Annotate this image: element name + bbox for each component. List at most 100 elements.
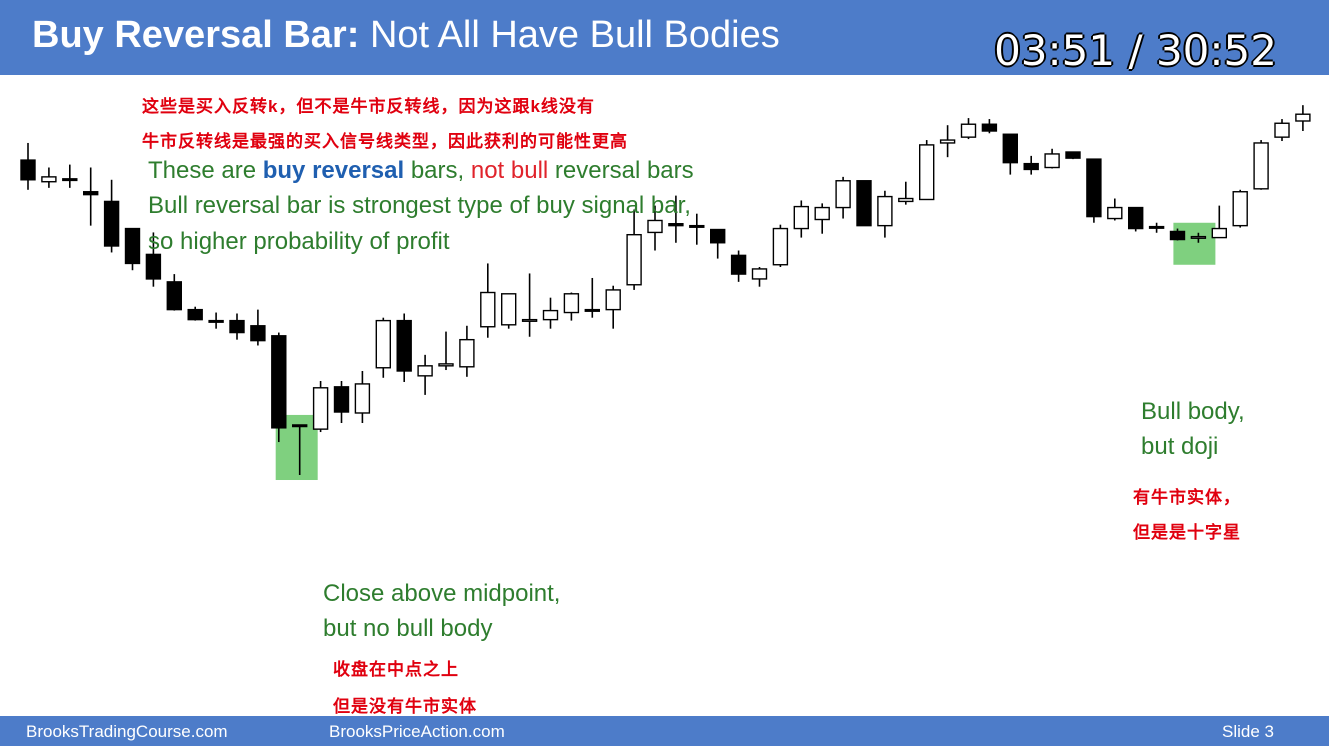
candle-body-bull [919, 144, 935, 201]
candle-body-bull [835, 180, 851, 209]
annotation-left-cn2: 但是没有牛市实体 [333, 697, 477, 716]
candle-body-bull [877, 195, 893, 227]
candle [1190, 232, 1207, 243]
candle-body-bear [187, 308, 203, 321]
candle-body-bull [1211, 227, 1228, 239]
candle-body-bear [1065, 151, 1081, 159]
annotation-right-en1: Bull body, [1141, 398, 1245, 425]
candle-body-bull [793, 205, 809, 230]
candle-body-bear [208, 319, 224, 323]
candle [166, 274, 183, 311]
candle [1127, 206, 1144, 232]
candle-body-bear [856, 180, 872, 227]
candle-body-bull [459, 338, 475, 368]
candle-body-bear [730, 254, 747, 275]
candle [668, 195, 684, 243]
candle-body-bull [1274, 122, 1290, 138]
candle [501, 293, 517, 329]
annotation-left-cn1: 收盘在中点之上 [333, 660, 459, 679]
candle-body-bear [145, 253, 162, 280]
candle-body-bear [1086, 158, 1102, 218]
candle [981, 119, 998, 134]
candle [605, 285, 621, 329]
candle-body-bull [41, 176, 57, 183]
candle [480, 263, 496, 338]
candle [396, 313, 412, 382]
candle-body-bull [647, 219, 663, 234]
candle-body-bull [354, 383, 371, 414]
slide-number: Slide 3 [1222, 722, 1274, 741]
candle-body-bull [605, 289, 621, 311]
candle-body-bear [271, 335, 287, 429]
candle [250, 309, 266, 346]
candle-body-bull [1190, 235, 1207, 239]
footer-link-brookspriceaction[interactable]: BrooksPriceAction.com [329, 722, 505, 741]
slide-title-rest: Not All Have Bull Bodies [359, 14, 780, 56]
note-cn-line1: 这些是买入反转k，但不是牛市反转线，因为这跟k线没有 [142, 97, 595, 116]
candle [960, 118, 977, 140]
candle-body-bear [981, 123, 998, 132]
candle [187, 306, 203, 321]
candle [521, 273, 538, 337]
candle-body-bull [312, 387, 329, 430]
candle [877, 190, 893, 238]
candle-body-bull [480, 291, 496, 328]
note-cn-line2: 牛市反转线是最强的买入信号线类型，因此获利的可能性更高 [142, 132, 628, 151]
candle-body-bear [710, 228, 726, 244]
video-timer: 03:51 / 30:52 [994, 26, 1277, 75]
note-en-line1-d: not bull [470, 157, 549, 184]
candle-body-bear [1169, 230, 1186, 241]
candle-body-bear [250, 325, 266, 342]
annotation-right-cn2: 但是是十字星 [1133, 523, 1241, 542]
candle [1044, 148, 1060, 169]
candle [647, 205, 663, 251]
candle [793, 200, 809, 238]
note-en-line1-b: buy reversal [262, 157, 405, 184]
candle [1169, 228, 1186, 241]
candle-body-bear [396, 319, 412, 372]
candle-body-bear [62, 178, 78, 182]
candle [1211, 205, 1228, 239]
candle-body-bear [1148, 225, 1165, 229]
slide-title-bold: Buy Reversal Bar: [32, 14, 360, 56]
candle-body-bull [501, 293, 517, 326]
annotation-right-en2: but doji [1141, 433, 1219, 460]
candle [312, 381, 329, 433]
candle [459, 325, 475, 377]
candle-body-bear [103, 200, 120, 247]
candle-body-bear [292, 424, 308, 428]
candle [1002, 133, 1018, 175]
candle [1274, 119, 1290, 142]
highlight-box [1173, 222, 1216, 265]
candle [375, 317, 391, 378]
candle-body-bear [584, 308, 600, 312]
candle-body-bull [1295, 113, 1311, 122]
candle-body-bull [814, 206, 830, 221]
candle-body-bear [1002, 133, 1018, 164]
candle-body-bear [689, 224, 705, 228]
candle [856, 180, 872, 227]
candle [898, 181, 914, 205]
candle [145, 232, 162, 287]
candle-body-bear [229, 319, 245, 334]
candle [62, 164, 78, 188]
candle-body-bear [124, 227, 141, 265]
candle-body-bull [417, 365, 433, 377]
candle [772, 224, 789, 267]
candle [417, 354, 433, 395]
candle-body-bull [542, 309, 559, 321]
candle [626, 209, 642, 290]
candle [710, 228, 726, 259]
candle-body-bull [563, 293, 580, 314]
note-en-line3: so higher probability of profit [148, 228, 450, 255]
footer-link-brookstradingcourse[interactable]: BrooksTradingCourse.com [26, 722, 228, 741]
candle [1086, 158, 1102, 223]
slide-header: Buy Reversal Bar: Not All Have Bull Bodi… [0, 0, 1329, 75]
candle-body-bear [1127, 206, 1144, 230]
candle [229, 313, 245, 340]
candle [584, 277, 600, 318]
candle [1253, 140, 1269, 190]
candle [1148, 222, 1165, 233]
candle-body-bull [1232, 191, 1248, 227]
candle-body-bear [333, 386, 350, 413]
